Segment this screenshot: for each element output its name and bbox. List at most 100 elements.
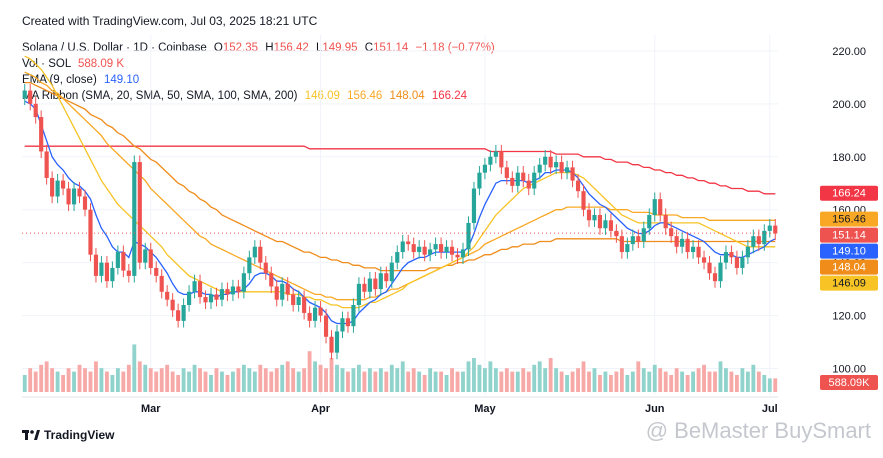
volume-bar <box>187 371 192 392</box>
volume-bar <box>313 361 318 392</box>
candle-body <box>723 252 729 263</box>
volume-legend[interactable]: Vol · SOL 588.09 K <box>22 58 124 70</box>
volume-bar <box>559 371 564 392</box>
volume-bar <box>504 368 509 392</box>
candle-body <box>356 283 361 305</box>
sma100-line <box>24 81 776 272</box>
ma-ribbon-label: MA Ribbon (SMA, 20, SMA, 50, SMA, 100, S… <box>22 90 298 102</box>
candle-body <box>729 252 734 258</box>
volume-bar <box>236 368 241 392</box>
ma-ribbon-value-1: 146.09 <box>304 90 340 102</box>
candle-body <box>367 278 372 292</box>
candle-body <box>548 156 553 168</box>
candle-body <box>351 305 356 327</box>
volume-bar <box>203 371 208 392</box>
volume-bar <box>619 368 624 392</box>
volume-bar <box>94 361 98 392</box>
x-tick-label: Jun <box>645 403 665 415</box>
candle-body <box>526 180 531 189</box>
candle-body <box>159 275 164 292</box>
volume-bar <box>614 371 619 392</box>
candle-body <box>115 252 120 268</box>
tradingview-brand[interactable]: TradingView <box>22 428 114 442</box>
y-tick-label: 200.00 <box>832 99 866 111</box>
candle-body <box>762 230 767 245</box>
low-label: L <box>315 42 323 54</box>
candle-body <box>614 230 619 237</box>
volume-bar <box>565 375 570 392</box>
volume-bar <box>296 371 301 392</box>
candle-body <box>554 162 559 168</box>
candle-body <box>291 294 296 305</box>
candle-body <box>137 162 142 263</box>
ma-ribbon-legend[interactable]: MA Ribbon (SMA, 20, SMA, 50, SMA, 100, S… <box>22 90 467 102</box>
candle-body <box>395 252 400 263</box>
candle-body <box>406 241 411 245</box>
candle-body <box>641 228 646 242</box>
volume-bar <box>702 364 706 392</box>
candle-body <box>176 310 181 321</box>
candle-body <box>680 238 685 247</box>
candle-body <box>718 262 723 282</box>
candle-body <box>400 241 405 253</box>
candle-body <box>663 215 668 229</box>
sma200-line <box>24 145 776 195</box>
volume-bar <box>324 368 328 392</box>
volume-bar <box>362 371 367 392</box>
volume-bar <box>581 361 586 392</box>
candle-body <box>411 244 416 253</box>
volume-bar <box>669 375 674 392</box>
volume-bar <box>22 375 27 392</box>
candle-body <box>510 177 515 186</box>
time-axis[interactable]: Mar Apr May Jun Jul <box>141 403 778 415</box>
candle-body <box>71 188 77 205</box>
volume-bar <box>115 368 120 392</box>
candle-body <box>756 236 761 245</box>
volume-bar <box>192 364 197 392</box>
candle-body <box>575 180 581 192</box>
volume-bar <box>570 371 575 392</box>
candle-body <box>252 246 257 258</box>
ema-value: 149.10 <box>103 74 140 86</box>
volume-bar <box>28 368 33 392</box>
candle-body <box>444 246 449 253</box>
ma-ribbon-value-3: 148.04 <box>389 90 425 102</box>
price-axis[interactable]: 220.00200.00180.00160.00140.00120.00100.… <box>832 46 866 376</box>
volume-bar <box>280 364 285 392</box>
candle-body <box>230 286 235 295</box>
volume-bar <box>455 371 460 392</box>
price-badge-label: 146.09 <box>832 278 866 290</box>
candle-body <box>477 172 482 189</box>
volume-bar <box>61 375 66 392</box>
volume-bar <box>220 371 224 392</box>
volume-bar <box>707 371 712 392</box>
candle-body <box>88 209 93 255</box>
close-label: C <box>364 42 374 54</box>
volume-bar <box>263 368 268 392</box>
candle-body <box>181 305 186 321</box>
candle-body <box>154 267 159 276</box>
y-tick-label: 100.00 <box>832 364 866 376</box>
candle-body <box>439 244 444 253</box>
volume-bar <box>734 375 739 392</box>
volume-bar <box>461 371 465 392</box>
candle-body <box>652 199 657 215</box>
candle-body <box>471 188 477 223</box>
volume-bar <box>159 368 164 392</box>
candle-body <box>104 262 109 282</box>
candle-body <box>313 307 318 321</box>
candle-body <box>340 318 345 332</box>
candle-body <box>734 257 739 268</box>
candle-body <box>165 291 170 300</box>
candle-body <box>378 273 383 290</box>
candle-body <box>488 156 493 165</box>
candle-body <box>630 236 635 245</box>
candle-body <box>55 180 60 197</box>
candle-body <box>767 225 772 231</box>
price-badge-label: 166.24 <box>832 188 866 200</box>
volume-bar <box>499 371 504 392</box>
y-tick-label: 120.00 <box>832 311 866 323</box>
volume-bar <box>543 368 548 392</box>
volume-bar <box>88 371 93 392</box>
